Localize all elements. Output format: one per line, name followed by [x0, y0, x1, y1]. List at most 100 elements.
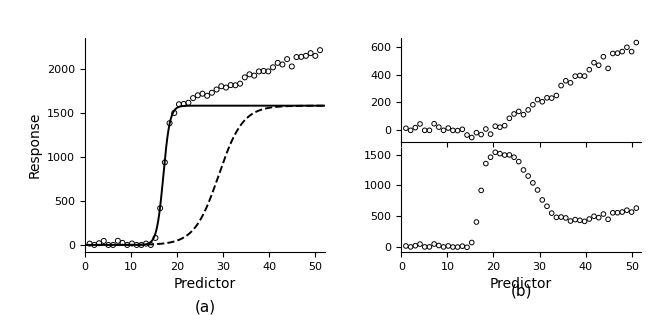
Point [127, 241, 137, 246]
Point [593, 63, 604, 68]
Point [267, 65, 278, 70]
Point [415, 122, 425, 127]
Point [424, 244, 435, 249]
Point [575, 73, 585, 78]
Point [453, 128, 463, 133]
Point [504, 116, 515, 121]
Point [551, 93, 562, 98]
Point [556, 83, 566, 88]
Point [570, 74, 580, 79]
Point [429, 121, 439, 126]
Point [500, 152, 510, 158]
Point [612, 210, 623, 215]
Point [603, 66, 613, 71]
Point [254, 69, 264, 74]
Point [443, 126, 453, 131]
Point [296, 54, 307, 59]
Point [509, 112, 519, 117]
Point [556, 215, 566, 220]
Point [560, 78, 571, 83]
Point [405, 128, 416, 133]
Point [301, 53, 311, 58]
Y-axis label: Response: Response [27, 112, 42, 178]
Point [169, 111, 179, 116]
Point [518, 112, 528, 117]
Point [551, 215, 562, 220]
Point [565, 219, 576, 224]
Point [419, 244, 430, 249]
Point [617, 49, 627, 54]
Point [608, 210, 618, 215]
Point [122, 243, 133, 248]
X-axis label: Predictor: Predictor [174, 277, 236, 291]
Point [627, 49, 637, 54]
Point [438, 244, 449, 249]
Point [160, 160, 170, 165]
Point [198, 91, 208, 96]
Point [528, 102, 538, 107]
Point [434, 243, 444, 248]
Point [457, 127, 468, 132]
X-axis label: Predictor: Predictor [490, 277, 552, 291]
Point [584, 216, 594, 221]
Point [490, 124, 500, 129]
Point [136, 243, 146, 248]
Point [627, 209, 637, 215]
Point [589, 60, 599, 65]
Point [131, 243, 142, 248]
Point [273, 60, 283, 66]
Point [608, 51, 618, 56]
Point [504, 152, 515, 158]
Point [286, 64, 297, 69]
Point [622, 208, 632, 213]
Point [117, 240, 128, 245]
Point [494, 125, 505, 130]
Point [622, 45, 632, 50]
Point [448, 128, 458, 133]
Point [448, 244, 458, 249]
Point [466, 240, 477, 245]
Point [513, 109, 524, 114]
Point [476, 132, 487, 137]
Point [263, 69, 273, 74]
Point [532, 97, 543, 102]
Point [410, 243, 421, 248]
Point [239, 75, 250, 80]
Point [141, 241, 151, 246]
Point [277, 62, 288, 67]
Point [494, 151, 505, 156]
Point [415, 242, 425, 247]
Point [523, 174, 534, 179]
Point [150, 235, 161, 240]
Point [485, 155, 496, 160]
Point [235, 81, 245, 86]
Point [500, 123, 510, 128]
Point [108, 243, 118, 248]
Text: (b): (b) [510, 284, 532, 298]
Point [457, 244, 468, 249]
Point [589, 214, 599, 219]
Point [537, 198, 547, 203]
Point [401, 243, 411, 249]
Point [570, 217, 580, 222]
Point [89, 243, 99, 248]
Point [221, 85, 232, 90]
Point [462, 133, 472, 138]
Point [490, 150, 500, 155]
Point [112, 238, 123, 243]
Point [207, 90, 217, 95]
Point [226, 83, 236, 88]
Point [523, 107, 534, 112]
Point [258, 68, 269, 73]
Point [192, 93, 203, 98]
Point [593, 215, 604, 220]
Point [631, 206, 642, 211]
Point [438, 128, 449, 133]
Point [560, 215, 571, 220]
Point [99, 238, 109, 243]
Point [419, 128, 430, 133]
Point [94, 241, 104, 246]
Point [472, 220, 482, 225]
Point [249, 73, 260, 78]
Point [211, 87, 222, 92]
